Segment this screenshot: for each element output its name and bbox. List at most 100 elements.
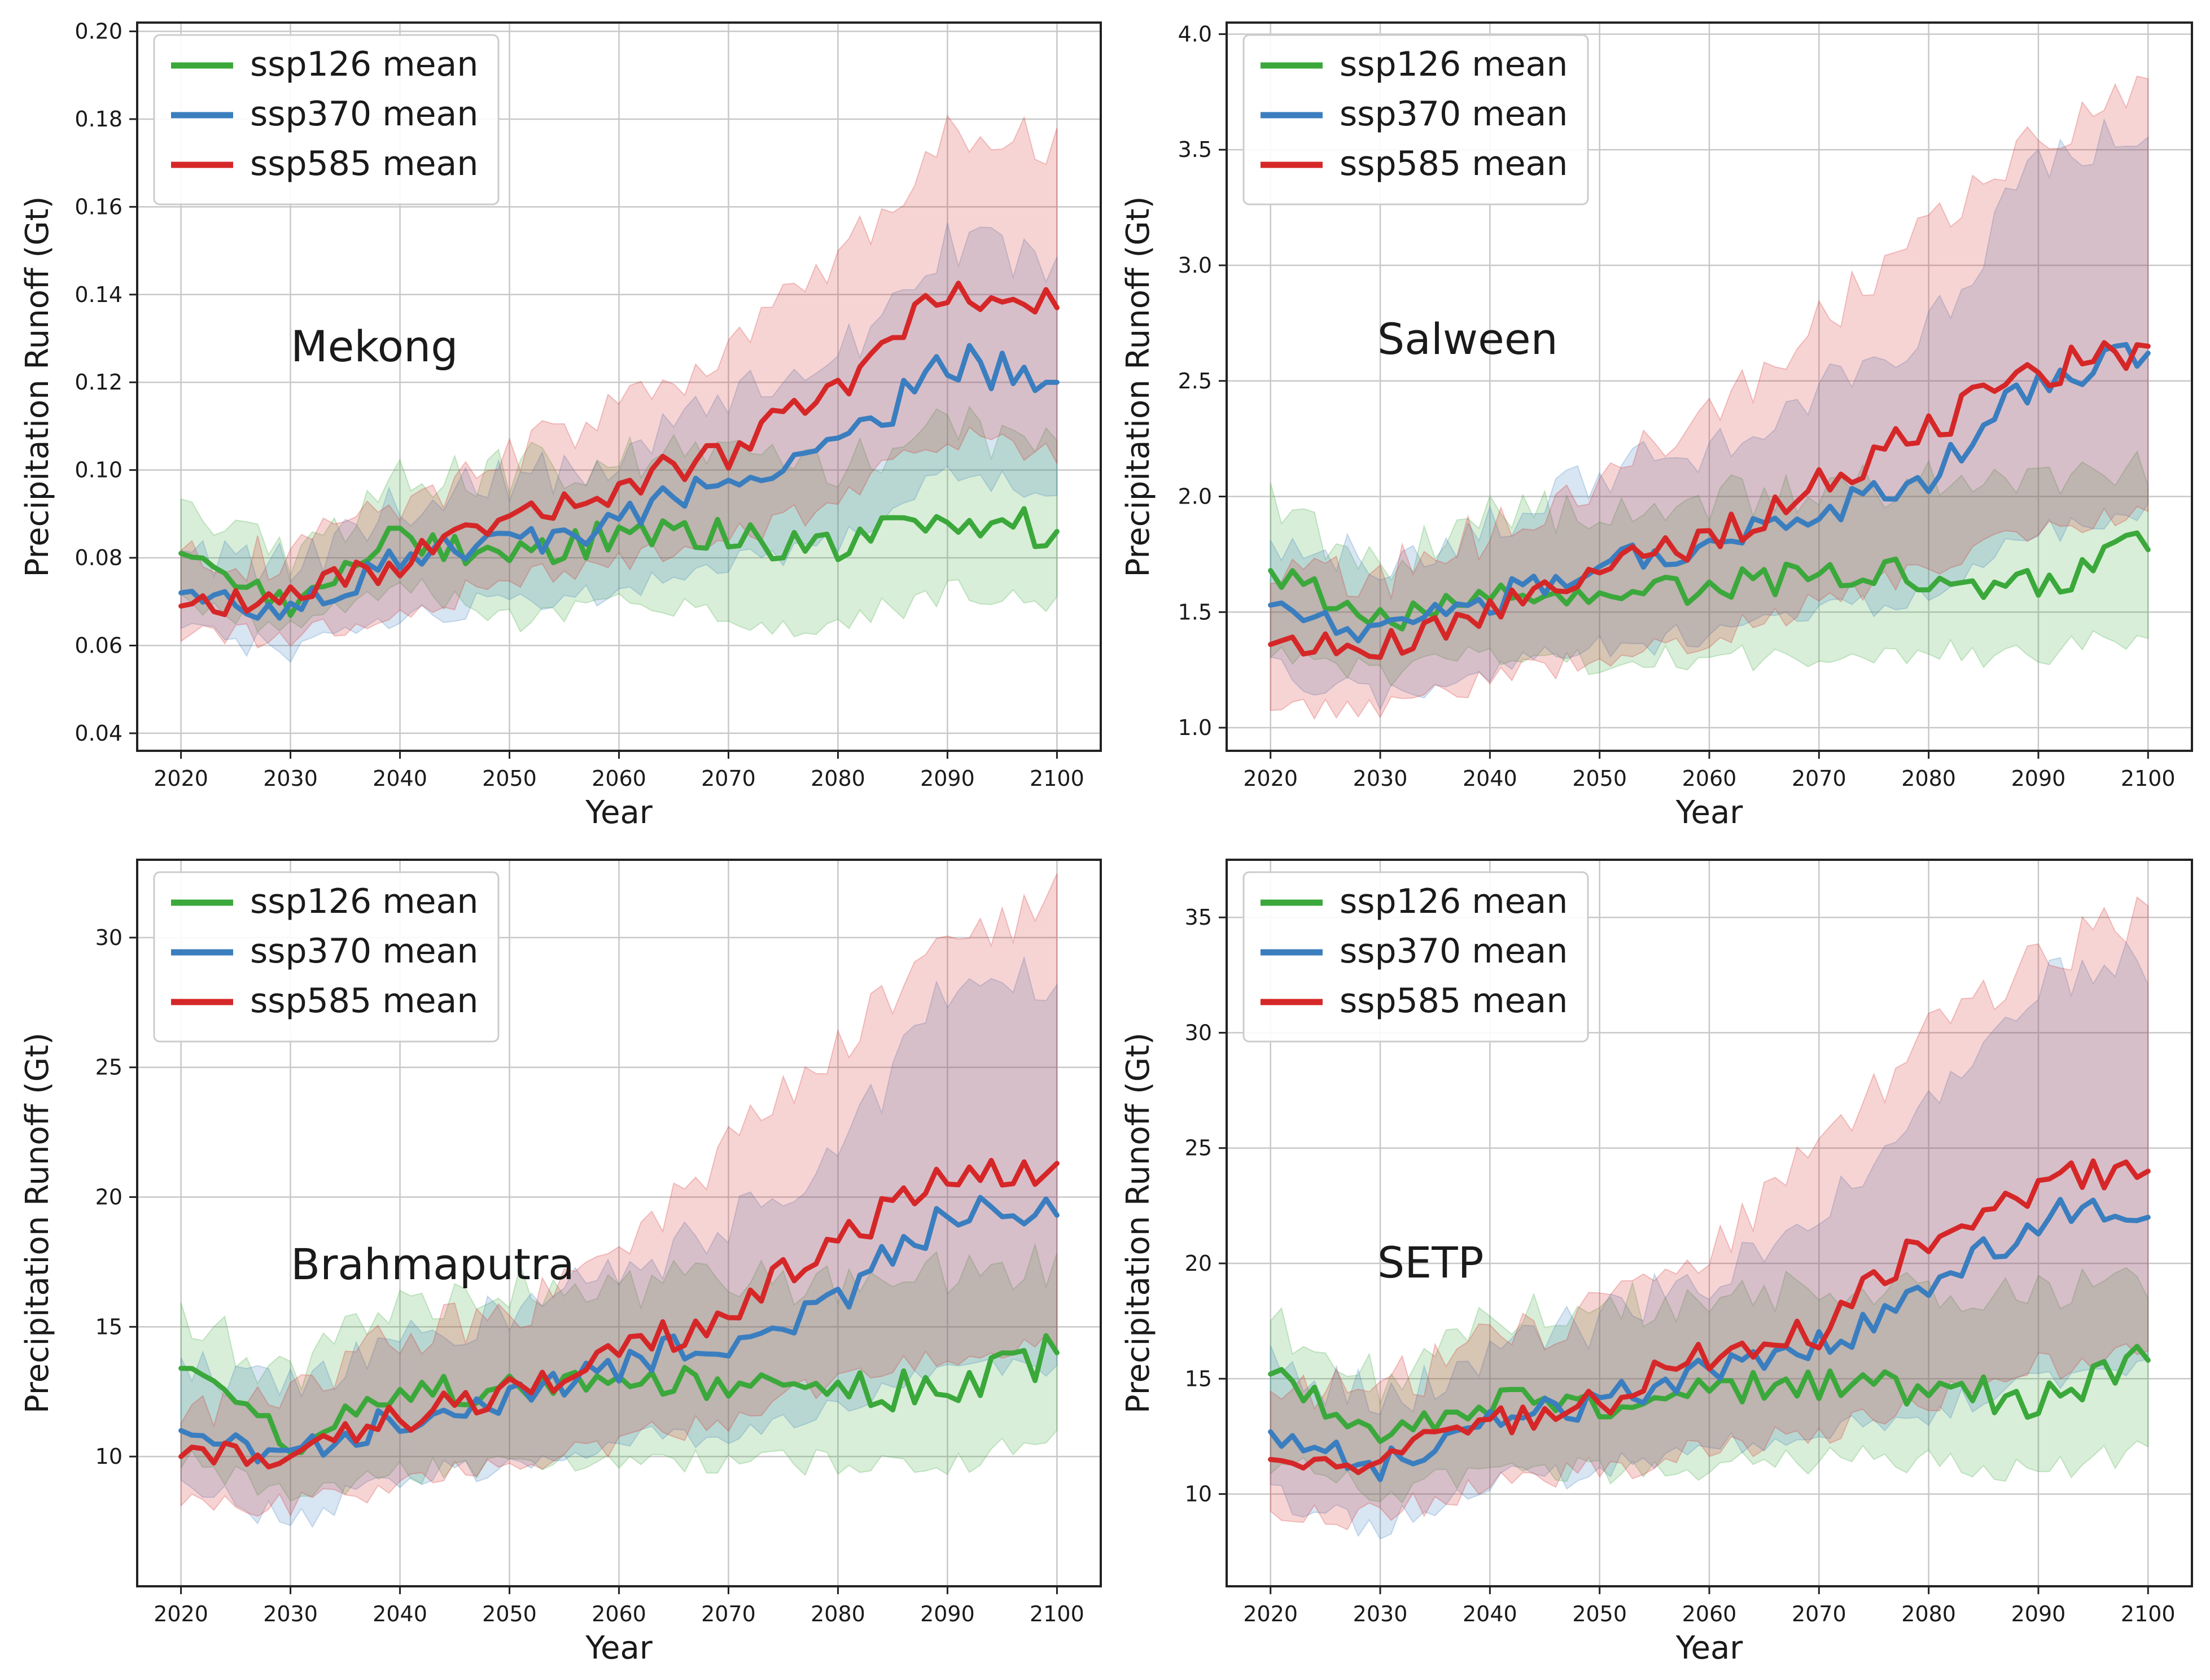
x-tick-label: 2070 [1792, 1602, 1846, 1626]
uncertainty-band-ssp126 [180, 405, 1058, 638]
legend-entry: ssp370 mean [250, 94, 478, 134]
chart-panel-salween: 2020 2030 2040 2050 2060 2070 2080 2090 2100 1.0 1… [1120, 21, 2193, 831]
uncertainty-band-ssp370 [1270, 117, 2149, 711]
series-line-ssp126 [178, 506, 1060, 618]
x-tick-label: 2060 [1682, 1602, 1737, 1626]
legend-entry: ssp585 mean [250, 144, 478, 183]
plot-area [178, 114, 1060, 663]
x-tick-label: 2050 [1572, 1602, 1627, 1626]
y-tick-label: 35 [1185, 905, 1212, 930]
legend: ssp126 mean ssp370 mean ssp585 mean [1242, 34, 1589, 205]
x-tick-label: 2090 [2011, 1602, 2066, 1626]
series-line-ssp585 [1268, 340, 2151, 660]
plot-area [1268, 75, 2151, 720]
x-axis-label: Year [1675, 794, 1744, 831]
x-tick-label: 2030 [263, 766, 318, 791]
legend-entry: ssp126 mean [250, 882, 478, 921]
series-line-ssp585 [178, 281, 1060, 618]
series-line-ssp370 [1268, 342, 2151, 644]
x-axis-label: Year [585, 794, 653, 831]
y-axis-label: Precipitation Runoff (Gt) [19, 1032, 56, 1414]
series-line-ssp370 [178, 343, 1060, 621]
legend: ssp126 mean ssp370 mean ssp585 mean [153, 34, 500, 205]
uncertainty-band-ssp126 [1270, 450, 2149, 688]
x-tick-label: 2080 [1901, 1602, 1956, 1626]
y-tick-label: 10 [95, 1444, 122, 1469]
y-tick-label: 25 [95, 1055, 122, 1080]
x-tick-label: 2100 [2121, 766, 2176, 791]
basin-label: Mekong [291, 321, 458, 371]
x-tick-label: 2040 [1463, 1602, 1517, 1626]
y-axis-label: Precipitation Runoff (Gt) [1120, 1032, 1157, 1414]
legend-entry: ssp585 mean [1340, 981, 1568, 1021]
y-tick-label: 0.04 [75, 721, 122, 746]
y-tick-label: 0.08 [75, 545, 122, 570]
x-tick-label: 2040 [373, 766, 427, 791]
x-axis-label: Year [585, 1630, 653, 1666]
series-line-ssp370 [178, 1195, 1060, 1465]
y-tick-label: 30 [95, 925, 122, 950]
x-tick-label: 2050 [482, 766, 537, 791]
y-tick-label: 20 [1185, 1251, 1212, 1276]
x-tick-label: 2020 [1243, 1602, 1298, 1626]
x-tick-label: 2040 [1463, 766, 1517, 791]
basin-label: SETP [1377, 1237, 1484, 1288]
y-tick-label: 2.0 [1178, 484, 1212, 509]
tick-labels: 2020 2030 2040 2050 2060 2070 2080 2090 21001015… [95, 925, 1084, 1626]
legend-entry: ssp585 mean [1340, 144, 1568, 183]
y-tick-label: 0.14 [75, 282, 122, 307]
x-axis-label: Year [1675, 1630, 1744, 1666]
y-axis-label: Precipitation Runoff (Gt) [1120, 196, 1157, 578]
y-tick-label: 2.5 [1178, 369, 1212, 393]
tick-labels: 2020 2030 2040 2050 2060 2070 2080 2090 2100 0.04… [75, 19, 1084, 791]
x-tick-label: 2040 [373, 1602, 427, 1626]
y-tick-label: 4.0 [1178, 21, 1212, 46]
legend-entry: ssp370 mean [250, 931, 478, 971]
basin-label: Salween [1377, 314, 1558, 364]
chart-panel-brahmaputra: 2020 2030 2040 2050 2060 2070 2080 2090 21001015… [19, 859, 1102, 1666]
legend-entry: ssp585 mean [250, 981, 478, 1021]
y-tick-label: 15 [95, 1314, 122, 1339]
legend-frame [153, 34, 500, 205]
x-tick-label: 2020 [154, 766, 208, 791]
y-tick-label: 1.5 [1178, 600, 1212, 624]
x-tick-label: 2080 [1901, 766, 1956, 791]
y-axis-label: Precipitation Runoff (Gt) [19, 196, 56, 578]
x-tick-label: 2030 [263, 1602, 318, 1626]
x-tick-label: 2030 [1353, 766, 1408, 791]
chart-panel-setp: 2020 2030 2040 2050 2060 2070 2080 2090 21001015… [1120, 859, 2193, 1666]
y-tick-label: 3.5 [1178, 137, 1212, 162]
x-tick-label: 2080 [811, 766, 865, 791]
uncertainty-band-ssp370 [180, 222, 1058, 663]
y-tick-label: 20 [95, 1185, 122, 1210]
y-tick-label: 0.12 [75, 370, 122, 395]
legend-frame [1242, 871, 1589, 1043]
series-line-ssp126 [1268, 1344, 2151, 1444]
y-tick-label: 30 [1185, 1020, 1212, 1045]
y-tick-label: 3.0 [1178, 253, 1212, 278]
legend-entry: ssp370 mean [1340, 931, 1568, 971]
uncertainty-band-ssp585 [1270, 896, 2149, 1530]
y-tick-label: 0.10 [75, 458, 122, 483]
legend: ssp126 mean ssp370 mean ssp585 mean [153, 871, 500, 1043]
uncertainty-band-ssp126 [1270, 1267, 2149, 1504]
x-tick-label: 2050 [1572, 766, 1627, 791]
chart-panel-mekong: 2020 2030 2040 2050 2060 2070 2080 2090 2100 0.04… [19, 19, 1102, 831]
x-tick-label: 2070 [701, 766, 756, 791]
x-tick-label: 2090 [920, 766, 975, 791]
y-tick-label: 0.16 [75, 194, 122, 219]
x-tick-label: 2080 [811, 1602, 865, 1626]
y-tick-label: 10 [1185, 1482, 1212, 1507]
x-tick-label: 2020 [1243, 766, 1298, 791]
series-line-ssp585 [178, 1158, 1060, 1469]
x-tick-label: 2060 [592, 766, 646, 791]
x-tick-label: 2100 [2121, 1602, 2176, 1626]
x-tick-label: 2060 [592, 1602, 646, 1626]
legend-entry: ssp126 mean [1340, 882, 1568, 921]
basin-label: Brahmaputra [291, 1239, 575, 1289]
legend-frame [153, 871, 500, 1043]
y-tick-label: 0.06 [75, 633, 122, 658]
x-tick-label: 2030 [1353, 1602, 1408, 1626]
legend-frame [1242, 34, 1589, 205]
